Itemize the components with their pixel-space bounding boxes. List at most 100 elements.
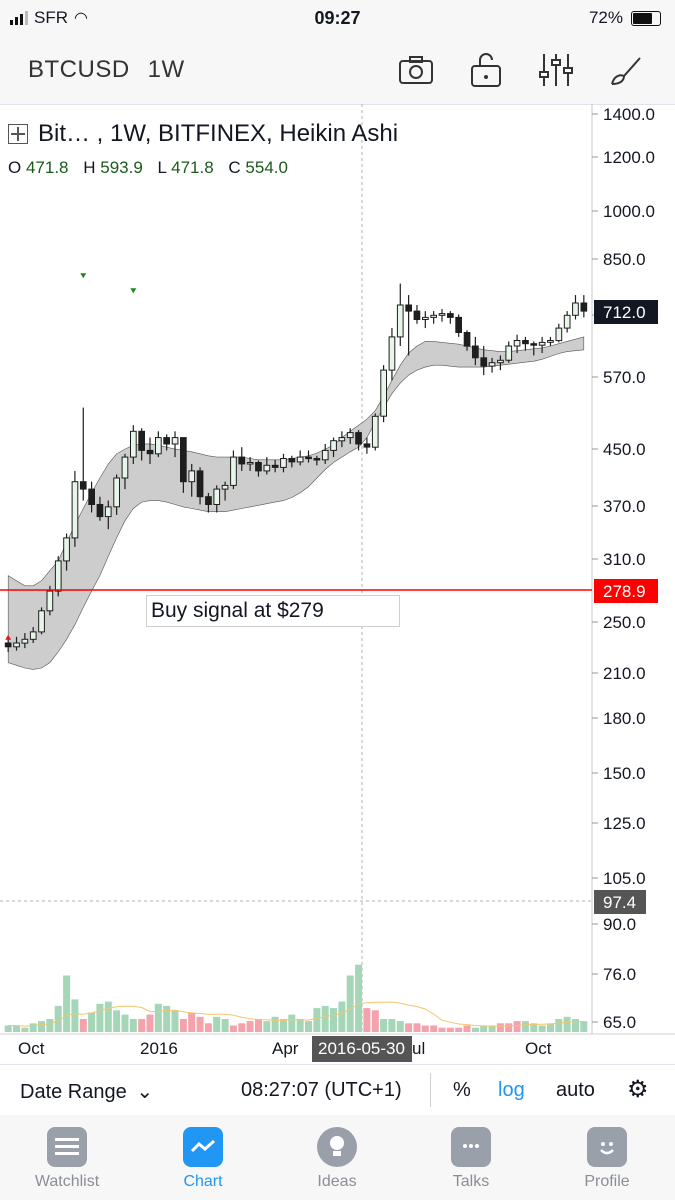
date-range-button[interactable]: Date Range ⌄ <box>20 1079 153 1104</box>
price-tick-label: 210.0 <box>603 664 646 683</box>
candle-body <box>330 440 337 451</box>
candle <box>472 336 479 366</box>
volume-bar <box>430 1025 438 1032</box>
tab-ideas[interactable]: Ideas <box>282 1127 392 1191</box>
volume-bar <box>129 1019 137 1032</box>
legend-toggle-icon[interactable] <box>8 124 28 144</box>
candle <box>180 437 187 493</box>
volume-bar <box>263 1021 271 1032</box>
bollinger-band <box>7 336 585 670</box>
legend-title[interactable]: Bit… , 1W, BITFINEX, Heikin Ashi <box>38 120 399 147</box>
candle <box>188 463 196 497</box>
price-tick-label: 1000.0 <box>603 202 655 221</box>
candle-body <box>338 437 346 442</box>
sell-marker <box>130 288 137 294</box>
gear-icon[interactable]: ⚙ <box>627 1076 649 1103</box>
settings-sliders-icon[interactable] <box>536 50 576 90</box>
candle <box>255 460 262 477</box>
tab-chart[interactable]: Chart <box>148 1127 258 1191</box>
candle <box>413 305 421 324</box>
price-tick-label: 450.0 <box>603 440 646 459</box>
drawing-brush-icon[interactable] <box>606 50 646 90</box>
buy-signal-annotation[interactable]: Buy signal at $279 <box>146 595 400 627</box>
ohlc-h-label: H <box>83 158 96 177</box>
tab-watchlist[interactable]: Watchlist <box>12 1127 122 1191</box>
percent-toggle[interactable]: % <box>453 1079 471 1101</box>
candle-body <box>121 456 129 479</box>
price-tick-label: 370.0 <box>603 497 646 516</box>
sell-marker <box>80 273 87 279</box>
ohlc-open: 471.8 <box>25 158 69 177</box>
chat-bubble-icon <box>451 1127 491 1167</box>
status-bar: SFR ◠ 09:27 72% <box>0 0 675 36</box>
volume-bar <box>355 964 363 1032</box>
candle-body <box>238 456 246 465</box>
ohlc-low: 471.8 <box>171 158 214 177</box>
volume-bar <box>505 1023 513 1032</box>
crosshair-date-label: 2016-05-30 <box>318 1039 405 1058</box>
volume-bar <box>113 1010 121 1032</box>
candle-body <box>488 362 496 367</box>
candle <box>271 459 279 473</box>
candle <box>280 453 287 473</box>
candle-body <box>380 369 387 417</box>
share-icon[interactable] <box>466 50 506 90</box>
line-price-label: 278.9 <box>603 582 646 601</box>
candle <box>71 470 79 547</box>
tab-profile[interactable]: Profile <box>552 1127 662 1191</box>
price-tick-label: 65.0 <box>603 1013 636 1032</box>
tab-ideas-label: Ideas <box>317 1173 357 1190</box>
volume-bar <box>213 1016 221 1032</box>
candle <box>29 627 37 644</box>
candle <box>13 636 20 651</box>
candle <box>488 357 496 373</box>
camera-icon[interactable] <box>396 50 436 90</box>
candle <box>547 336 554 347</box>
status-time: 09:27 <box>314 8 361 28</box>
candle-body <box>171 437 179 445</box>
tab-chart-label: Chart <box>183 1173 223 1190</box>
volume-bar <box>229 1025 237 1032</box>
price-chart[interactable]: 1400.01200.01000.0850.0690.0570.0450.037… <box>0 104 675 1064</box>
candle-body <box>255 462 262 472</box>
ohlc-l-label: L <box>157 158 167 177</box>
candle <box>363 437 371 454</box>
candle <box>288 455 296 468</box>
log-toggle[interactable]: log <box>498 1079 525 1101</box>
candle <box>422 311 429 329</box>
volume-bar <box>163 1005 171 1032</box>
candle-body <box>413 310 421 321</box>
chart-area[interactable]: 1400.01200.01000.0850.0690.0570.0450.037… <box>0 104 675 1064</box>
tab-talks[interactable]: Talks <box>416 1127 526 1191</box>
volume-bar <box>221 1019 229 1032</box>
candle-body <box>155 437 162 455</box>
volume-bar <box>271 1016 279 1032</box>
crosshair-date-tag <box>312 1036 412 1062</box>
candle-body <box>447 313 454 318</box>
candle-body <box>305 456 312 460</box>
price-tick-label: 76.0 <box>603 965 636 984</box>
volume-bar <box>496 1023 504 1032</box>
candle-body <box>104 506 112 518</box>
time-tick-label: Oct <box>525 1039 552 1058</box>
resolution-selector[interactable]: 1W <box>147 56 185 83</box>
candle-body <box>321 449 329 461</box>
candle <box>371 413 379 451</box>
auto-toggle[interactable]: auto <box>556 1079 595 1101</box>
candle-body <box>63 537 70 562</box>
price-tick-label: 150.0 <box>603 764 646 783</box>
volume-bar <box>196 1016 204 1032</box>
volume-bar <box>530 1023 538 1032</box>
candle-body <box>513 340 521 347</box>
candle-body <box>221 484 229 490</box>
candle <box>463 330 471 351</box>
time-zone-display[interactable]: 08:27:07 (UTC+1) <box>241 1079 402 1101</box>
candle <box>572 295 579 320</box>
symbol-selector[interactable]: BTCUSD 1W <box>28 56 185 84</box>
volume-bar <box>104 1001 112 1032</box>
crosshair-value-tag <box>594 890 646 914</box>
symbol-name[interactable]: BTCUSD <box>28 56 130 83</box>
candle <box>205 492 212 513</box>
price-tick-label: 570.0 <box>603 368 646 387</box>
candle-body <box>180 437 187 483</box>
